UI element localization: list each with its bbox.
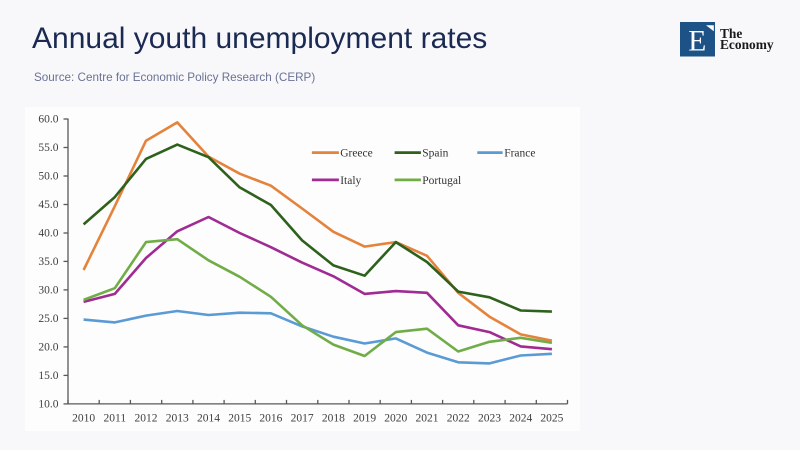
svg-text:2018: 2018 bbox=[322, 413, 345, 425]
svg-text:20.0: 20.0 bbox=[38, 342, 58, 354]
svg-text:25.0: 25.0 bbox=[38, 313, 58, 325]
svg-text:30.0: 30.0 bbox=[38, 285, 58, 297]
svg-text:2016: 2016 bbox=[259, 413, 282, 425]
svg-text:2017: 2017 bbox=[291, 413, 314, 425]
svg-text:2019: 2019 bbox=[353, 413, 376, 425]
svg-text:40.0: 40.0 bbox=[38, 228, 58, 240]
svg-text:2011: 2011 bbox=[104, 413, 127, 425]
svg-text:Greece: Greece bbox=[340, 148, 373, 160]
svg-text:2012: 2012 bbox=[135, 413, 158, 425]
svg-text:50.0: 50.0 bbox=[38, 171, 58, 183]
svg-text:Spain: Spain bbox=[422, 148, 448, 160]
svg-text:2014: 2014 bbox=[197, 413, 220, 425]
svg-text:2022: 2022 bbox=[447, 413, 470, 425]
svg-text:35.0: 35.0 bbox=[38, 256, 58, 268]
svg-text:10.0: 10.0 bbox=[38, 399, 58, 411]
svg-text:55.0: 55.0 bbox=[38, 142, 58, 154]
svg-text:60.0: 60.0 bbox=[38, 114, 58, 126]
svg-text:2010: 2010 bbox=[72, 413, 95, 425]
svg-text:2015: 2015 bbox=[228, 413, 251, 425]
svg-text:Portugal: Portugal bbox=[422, 175, 461, 187]
svg-text:Italy: Italy bbox=[340, 175, 361, 187]
svg-text:2021: 2021 bbox=[416, 413, 439, 425]
svg-text:15.0: 15.0 bbox=[38, 370, 58, 382]
svg-text:France: France bbox=[504, 148, 535, 160]
svg-text:2020: 2020 bbox=[384, 413, 407, 425]
svg-text:2023: 2023 bbox=[478, 413, 501, 425]
svg-text:2013: 2013 bbox=[166, 413, 189, 425]
svg-text:E: E bbox=[688, 25, 706, 57]
svg-text:2024: 2024 bbox=[509, 413, 532, 425]
svg-text:45.0: 45.0 bbox=[38, 199, 58, 211]
svg-text:2025: 2025 bbox=[540, 413, 563, 425]
